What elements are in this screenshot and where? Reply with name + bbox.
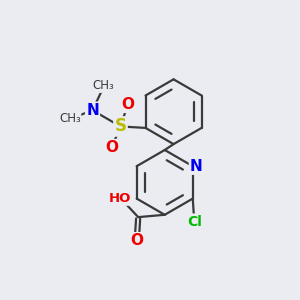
Text: O: O [121,97,134,112]
Text: Cl: Cl [187,214,202,229]
Text: N: N [190,159,203,174]
Text: S: S [115,117,127,135]
Text: O: O [130,233,143,248]
Text: CH₃: CH₃ [59,112,81,125]
Text: CH₃: CH₃ [93,79,115,92]
Text: O: O [105,140,118,155]
Text: HO: HO [109,192,131,205]
Text: N: N [86,103,99,118]
